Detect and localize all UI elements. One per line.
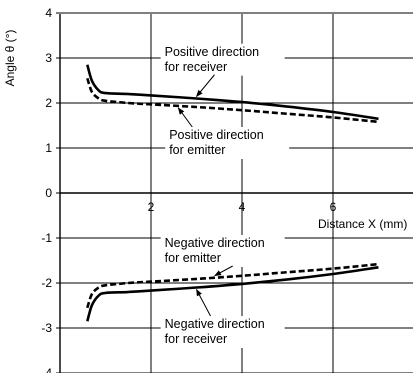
annotation-arrow	[177, 107, 193, 128]
annotation-text: Positive direction	[169, 128, 264, 142]
annotation-text: Negative direction	[165, 317, 265, 331]
annotation-text: for emitter	[165, 251, 221, 265]
annotation-arrow	[196, 74, 215, 98]
series-line-1	[86, 64, 379, 121]
y-tick-label: 3	[45, 51, 52, 65]
axes	[56, 12, 413, 373]
annotation-text: Negative direction	[165, 236, 265, 250]
x-tick-label: 2	[148, 200, 155, 214]
annotation-background	[165, 127, 290, 159]
y-tick-label: -3	[41, 321, 52, 335]
y-tick-label: 2	[45, 96, 52, 110]
y-tick-label: -4	[41, 366, 52, 373]
annotation-background	[160, 43, 285, 76]
x-axis-label: Distance X (mm)	[318, 217, 407, 231]
series-line-4	[86, 266, 379, 322]
annotation-background	[160, 316, 285, 348]
series-group	[86, 64, 379, 322]
annotation-text: for receiver	[165, 60, 228, 74]
x-tick-label: 4	[239, 200, 246, 214]
y-tick-label: 0	[45, 186, 52, 200]
series-line-2	[86, 77, 379, 124]
y-tick-label: 1	[45, 141, 52, 155]
annotation-arrow	[214, 265, 233, 277]
annotation-arrow	[196, 288, 211, 317]
y-axis-label: Angle θ (°)	[3, 30, 17, 87]
annotation-text: for receiver	[165, 332, 228, 346]
annotation-background	[160, 235, 285, 267]
annotation-text: for emitter	[169, 143, 225, 157]
y-tick-label: -1	[41, 231, 52, 245]
annotation-text: Positive direction	[165, 45, 260, 59]
series-line-3	[86, 262, 379, 309]
y-tick-label: -2	[41, 276, 52, 290]
y-tick-label: 4	[45, 6, 52, 20]
x-tick-label: 6	[330, 200, 337, 214]
